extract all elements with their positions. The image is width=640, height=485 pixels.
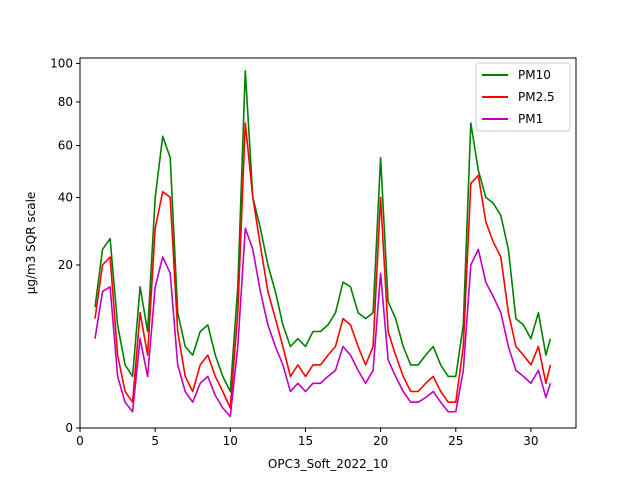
series-lines	[94, 70, 552, 418]
series-line-pm10	[94, 70, 552, 393]
x-tick-label: 5	[151, 434, 159, 448]
legend-label-pm1: PM1	[518, 112, 543, 126]
y-tick-label: 60	[58, 139, 73, 153]
series-line-pm25	[94, 122, 552, 409]
x-tick-label: 10	[223, 434, 238, 448]
y-tick-label: 0	[65, 421, 73, 435]
series-line-pm1	[94, 227, 552, 418]
x-axis-label: OPC3_Soft_2022_10	[268, 457, 388, 471]
x-tick-label: 20	[373, 434, 388, 448]
legend-label-pm25: PM2.5	[518, 90, 555, 104]
y-tick-label: 20	[58, 258, 73, 272]
y-tick-label: 100	[50, 56, 73, 70]
legend: PM10 PM2.5 PM1	[475, 62, 571, 132]
y-tick-label: 40	[58, 190, 73, 204]
x-tick-label: 30	[523, 434, 538, 448]
x-tick-label: 15	[298, 434, 313, 448]
x-tick-label: 25	[448, 434, 463, 448]
y-axis-label: µg/m3 SQR scale	[24, 192, 38, 295]
y-tick-label: 80	[58, 95, 73, 109]
legend-label-pm10: PM10	[518, 68, 551, 82]
legend-box	[475, 62, 571, 132]
axes-frame	[79, 57, 577, 429]
x-axis-ticks: 0 5 10 15 20 25 30	[76, 428, 539, 448]
y-axis-ticks: 0 20 40 60 80 100	[50, 56, 80, 435]
x-tick-label: 0	[76, 434, 84, 448]
